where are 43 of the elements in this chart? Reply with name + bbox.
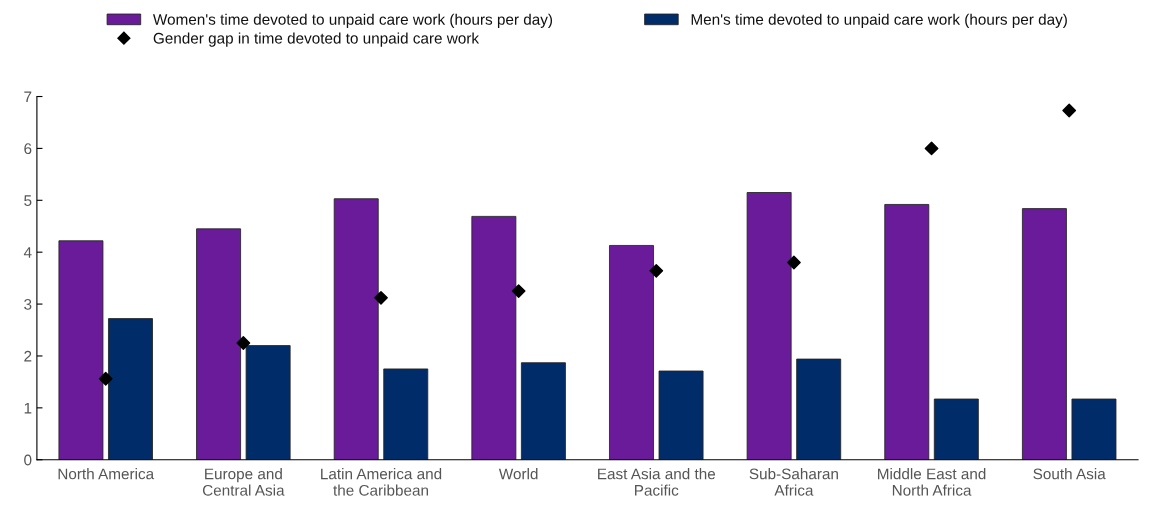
bar	[1021, 208, 1067, 460]
point	[511, 284, 526, 299]
point	[374, 290, 388, 305]
bar	[108, 318, 153, 460]
legend-label: Gender gap in time devoted to unpaid care work	[153, 32, 480, 47]
x-tick-label: Latin America and the Caribbean	[321, 468, 442, 496]
x-tick-label: East Asia and the Pacific	[598, 468, 716, 496]
bar	[658, 370, 704, 460]
point	[787, 255, 801, 270]
point	[236, 336, 251, 350]
bar	[933, 398, 979, 460]
bar	[520, 362, 566, 460]
legend-label: Women's time devoted to unpaid care work (hours per day)	[152, 13, 553, 28]
point	[649, 263, 664, 278]
bar	[796, 358, 842, 460]
y-tick-label: 3	[24, 298, 32, 310]
x-tick-label: North America	[58, 468, 155, 480]
bar	[383, 368, 429, 460]
bar	[471, 215, 517, 460]
point	[1062, 103, 1077, 118]
x-tick-label: World	[498, 468, 538, 480]
bar	[245, 345, 291, 460]
point	[98, 371, 113, 386]
y-tick-label: 6	[24, 143, 32, 155]
y-tick-label: 0	[24, 454, 32, 466]
bar	[1071, 398, 1117, 460]
bar	[58, 240, 104, 460]
legend-label: Men's time devoted to unpaid care work (hours per day)	[691, 13, 1067, 28]
y-tick-label: 7	[24, 91, 32, 103]
bar	[196, 228, 242, 460]
bar	[609, 245, 654, 460]
bar	[746, 192, 792, 460]
bar	[884, 204, 930, 460]
x-tick-label: Sub-Saharan Africa	[749, 468, 838, 496]
y-tick-label: 5	[24, 195, 32, 206]
y-tick-label: 4	[23, 247, 32, 258]
y-tick-label: 2	[24, 350, 32, 362]
y-tick-label: 1	[24, 402, 32, 414]
point	[924, 141, 939, 156]
x-tick-label: Europe and Central Asia	[202, 468, 285, 496]
bar	[333, 198, 379, 460]
x-tick-label: South Asia	[1033, 468, 1106, 480]
x-tick-label: Middle East and North Africa	[878, 468, 986, 496]
